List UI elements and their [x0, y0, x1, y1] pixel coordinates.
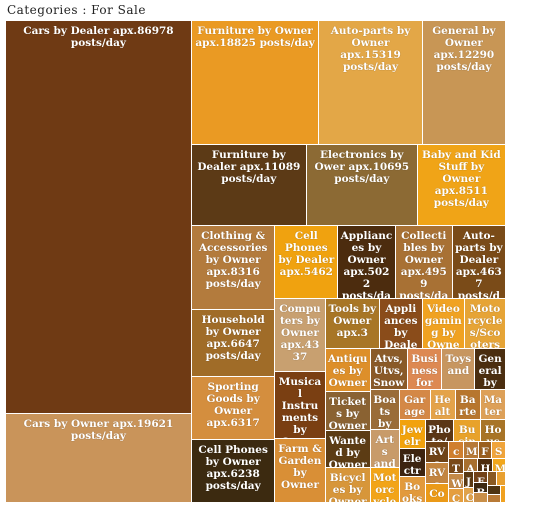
treemap-cell[interactable]: Business for Sale [407, 348, 443, 390]
treemap-cell[interactable]: Auto-parts by Dealer apx.4637 posts/day [452, 226, 506, 300]
treemap-cell[interactable]: Photo/Video [425, 419, 455, 442]
treemap-cell[interactable]: Busin [454, 419, 482, 442]
treemap-cell[interactable]: Cars by Dealer apx.86978 posts/day [6, 21, 192, 415]
treemap-cell[interactable]: Cars by Owner apx.19621 posts/day [6, 414, 192, 503]
treemap-cell[interactable]: Farm & Garden by Owner [275, 439, 326, 503]
treemap-cell[interactable]: Cell Phones by Dealer apx.5462 [275, 226, 339, 300]
treemap-cell[interactable]: Garage & M [399, 389, 431, 420]
treemap-cell[interactable]: RVs by [425, 441, 450, 464]
treemap-cell[interactable]: Antiques by Owner [325, 348, 371, 392]
treemap-cell[interactable]: M a [464, 441, 479, 460]
treemap-cell[interactable]: H [478, 459, 493, 473]
treemap-cell[interactable] [488, 494, 501, 503]
chart-title: Categories : For Sale [7, 3, 146, 17]
treemap-cell[interactable]: Household [481, 419, 506, 442]
treemap: Cars by Dealer apx.86978 posts/day Cars b… [6, 21, 506, 503]
treemap-cell[interactable]: F r [478, 441, 493, 460]
treemap-cell[interactable]: Barter [455, 389, 481, 420]
treemap-cell[interactable]: Household by Owner apx.6647 posts/day [191, 309, 276, 377]
treemap-cell[interactable]: Sporting Goods by Owner apx.6317 [191, 376, 276, 441]
treemap-cell[interactable]: T [449, 459, 464, 475]
treemap-cell[interactable] [488, 472, 498, 486]
treemap-cell[interactable]: W [449, 474, 464, 489]
treemap-cell[interactable]: Appliances by Owner apx.5022 posts/day [338, 226, 396, 300]
treemap-cell[interactable]: Electronics by Ower apx.10695 posts/day [306, 145, 418, 227]
treemap-cell[interactable]: Auto-parts by Owner apx.15319 posts/day [319, 21, 423, 146]
treemap-cell[interactable]: Computers by Owner apx.4337 [275, 299, 326, 373]
treemap-cell[interactable]: c d [449, 441, 464, 460]
treemap-cell[interactable]: J [463, 472, 475, 488]
treemap-cell[interactable]: General by Owner apx.12290 posts/day [422, 21, 506, 146]
treemap-cell[interactable] [474, 493, 489, 503]
treemap-cell[interactable]: Tools by Owner apx.3 [325, 299, 380, 349]
treemap-cell[interactable]: Materials [480, 389, 506, 420]
treemap-cell[interactable]: Tickets by Owner [325, 391, 371, 431]
treemap-cell[interactable]: Atvs, Utvs, Snowmo [370, 348, 408, 390]
treemap-cell[interactable]: Wanted by Owner [325, 430, 371, 468]
treemap-cell[interactable]: Jewelry [399, 419, 426, 450]
treemap-cell[interactable]: Appliances by Dealer [380, 299, 423, 349]
treemap-cell[interactable]: Health [430, 389, 456, 420]
treemap-cell[interactable]: M [492, 459, 506, 473]
treemap-cell[interactable]: Cell Phones by Owner apx.6238 posts/day [191, 440, 276, 503]
treemap-cell[interactable]: Collectibles by Owner apx.4959 posts/day [395, 226, 453, 300]
treemap-cell[interactable]: Com [425, 483, 450, 503]
treemap-cell[interactable]: Motorcycles/Sc [370, 468, 400, 503]
treemap-cell[interactable]: Clothing & Accessories by Owner apx.8316… [191, 226, 276, 310]
treemap-cell[interactable] [500, 485, 506, 503]
treemap-cell[interactable] [497, 472, 506, 486]
treemap-cell[interactable]: F [474, 472, 489, 484]
treemap-cell[interactable]: Musical Instruments by Owner [275, 372, 326, 440]
treemap-cell[interactable]: B [474, 483, 489, 494]
treemap-cell[interactable]: Toys and [442, 348, 476, 390]
treemap-cell[interactable]: Arts and [370, 430, 400, 469]
treemap-cell[interactable]: Furniture by Owner apx.18825 posts/day [191, 21, 320, 146]
treemap-cell[interactable]: RVs by [425, 463, 450, 484]
treemap-cell[interactable]: Baby and Kid Stuff by Owner apx.8511 pos… [417, 145, 506, 227]
treemap-cell[interactable]: Boats by [370, 389, 400, 431]
treemap-cell[interactable]: A [463, 459, 479, 473]
treemap-cell[interactable] [488, 485, 501, 495]
treemap-cell[interactable]: Videogaming by Owner [422, 299, 466, 349]
treemap-cell[interactable]: Furniture by Dealer apx.11089 posts/day [191, 145, 307, 227]
treemap-cell[interactable]: C [463, 487, 475, 503]
treemap-cell[interactable]: General by [475, 348, 506, 390]
treemap-cell[interactable]: C [449, 488, 464, 503]
treemap-cell[interactable]: Books [399, 476, 426, 503]
treemap-cell[interactable]: S P [492, 441, 506, 460]
treemap-cell[interactable]: Electronic [399, 449, 426, 477]
treemap-cell[interactable]: Bicycles by Owner [325, 467, 371, 503]
treemap-cell[interactable]: Motorcycles/Scooters by [465, 299, 506, 349]
